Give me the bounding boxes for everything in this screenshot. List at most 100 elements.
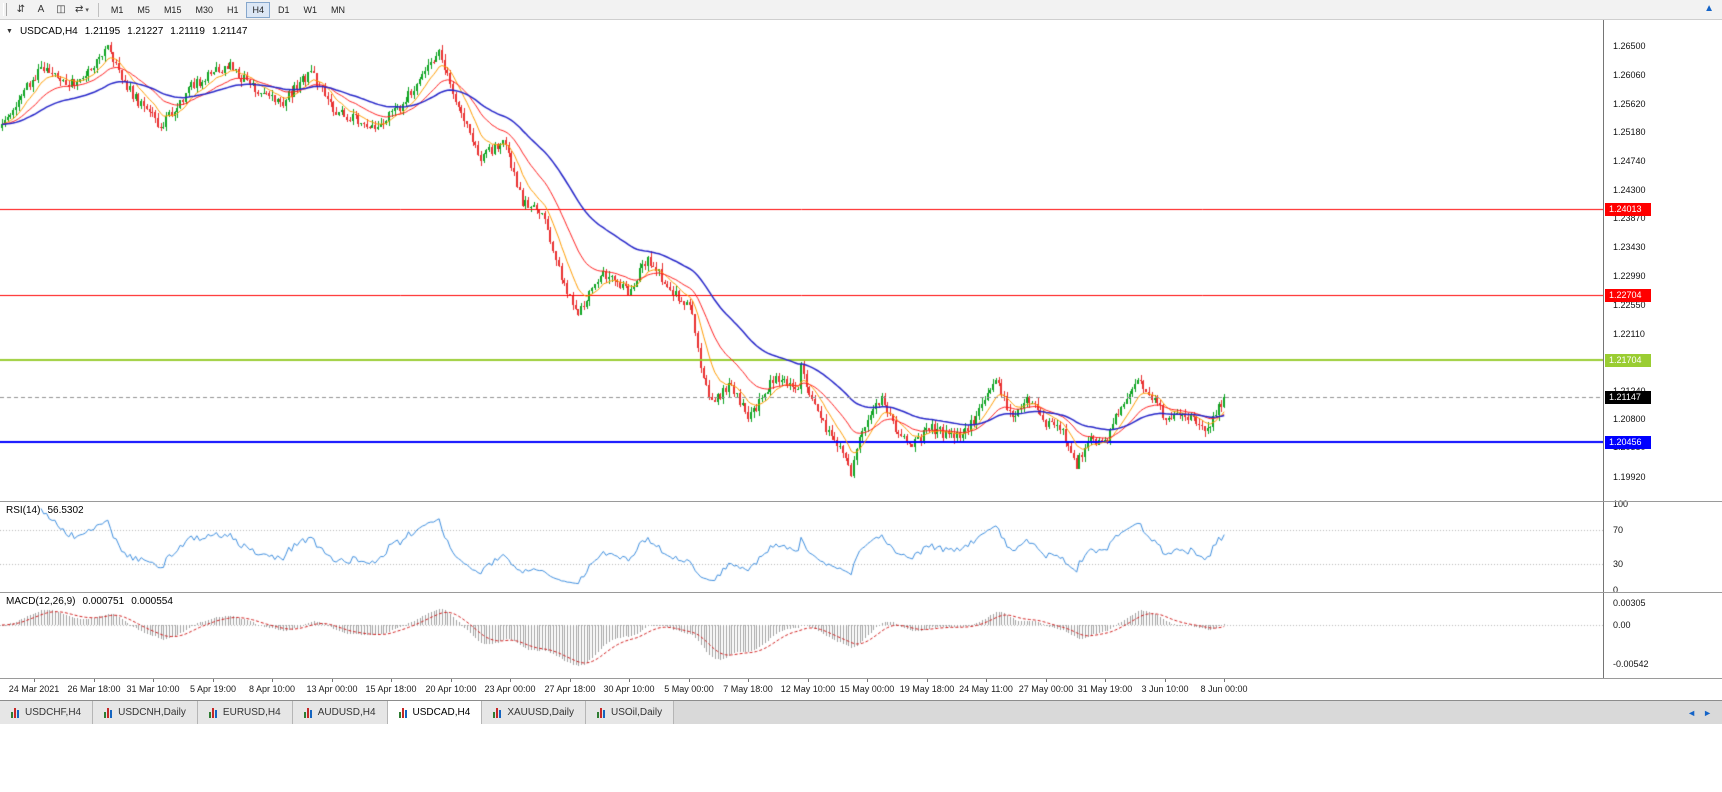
time-tick <box>927 679 928 682</box>
ohlc-high: 1.21227 <box>127 26 164 37</box>
rsi-axis-label: 100 <box>1613 499 1629 509</box>
tab-label: XAUUSD,Daily <box>507 707 574 718</box>
tab-scroll-left-icon[interactable]: ◄ <box>1687 707 1697 718</box>
time-axis-separator <box>0 678 1722 679</box>
price-axis-label: 1.24740 <box>1613 156 1646 167</box>
symbol-tab-usdchf[interactable]: USDCHF,H4 <box>0 701 94 724</box>
time-axis-label: 31 Mar 10:00 <box>126 684 180 694</box>
time-tick <box>1105 679 1106 682</box>
symbol-dropdown-icon[interactable]: ▼ <box>6 28 13 35</box>
price-axis-label: 1.26500 <box>1613 41 1646 51</box>
time-tick <box>570 679 571 682</box>
price-axis-label: 1.26060 <box>1613 69 1646 80</box>
macd-axis-label: 0.00 <box>1613 620 1631 630</box>
symbol-tab-usdcnh[interactable]: USDCNH,Daily <box>93 701 198 724</box>
tab-scroll-right-icon[interactable]: ► <box>1703 707 1712 718</box>
price-line-tag: 1.22704 <box>1605 288 1651 302</box>
timeframe-button-m30[interactable]: M30 <box>195 4 213 15</box>
chart-icon <box>493 707 502 718</box>
price-axis-label: 1.20800 <box>1613 414 1646 425</box>
chart-icon <box>208 707 218 718</box>
symbol-tab-xauusd[interactable]: XAUUSD,Daily <box>482 701 586 724</box>
time-tick <box>272 679 273 682</box>
symbol-tab-usoil[interactable]: USOil,Daily <box>586 701 675 724</box>
time-axis-label: 31 May 19:00 <box>1077 684 1133 694</box>
time-tick <box>867 679 868 682</box>
time-axis-label: 8 Apr 10:00 <box>248 684 296 694</box>
macd-axis-label: 0.00305 <box>1613 598 1646 609</box>
toolbar-icons: ⇵ A ◫ ⇄ ▾ <box>11 1 93 18</box>
time-tick <box>1046 679 1047 682</box>
tab-scroll-controls: ◄ ► <box>1677 701 1722 724</box>
text-annotation-icon[interactable]: A <box>37 4 45 15</box>
chart-icon-bar <box>17 709 19 718</box>
time-tick <box>629 679 630 682</box>
time-tick <box>391 679 392 682</box>
rsi-name: RSI(14) <box>6 505 41 516</box>
price-axis-label: 1.23870 <box>1613 213 1646 224</box>
main-rsi-separator[interactable] <box>0 501 1722 502</box>
symbol-switch-icon[interactable]: ⇄ ▾ <box>75 4 89 15</box>
price-axis-label: 1.23430 <box>1613 242 1646 253</box>
time-axis-label: 19 May 18:00 <box>899 684 955 694</box>
timeframe-button-m5[interactable]: M5 <box>137 4 150 15</box>
toolbar-grip[interactable] <box>3 3 7 16</box>
rsi-axis-label: 0 <box>1613 585 1619 595</box>
chart-icon <box>303 707 313 718</box>
time-axis-label: 24 Mar 2021 <box>8 684 60 694</box>
symbol-tab-eurusd[interactable]: EURUSD,H4 <box>197 701 293 724</box>
dropdown-caret-icon: ▾ <box>85 6 89 14</box>
price-line-tag: 1.20456 <box>1605 435 1651 449</box>
chart-icon <box>104 707 113 718</box>
time-axis-label: 13 Apr 00:00 <box>306 684 358 694</box>
price-axis-label: 1.21240 <box>1613 386 1646 397</box>
tab-label: USOil,Daily <box>611 707 663 718</box>
price-chart-canvas[interactable] <box>0 20 1722 679</box>
ohlc-low: 1.21119 <box>170 26 205 37</box>
chart-shift-icon[interactable]: ▲ <box>1704 3 1714 14</box>
tab-label: EURUSD,H4 <box>222 707 281 718</box>
timeframe-button-w1[interactable]: W1 <box>303 4 318 15</box>
template-icon[interactable]: ◫ <box>56 4 66 15</box>
rsi-value: 56.5302 <box>47 505 84 516</box>
time-axis-label: 23 Apr 00:00 <box>484 684 536 694</box>
symbol-tabs: USDCHF,H4 USDCNH,Daily EURUSD,H4 AUDUSD,H4 U… <box>0 701 675 724</box>
symbol-tab-audusd[interactable]: AUDUSD,H4 <box>292 701 388 724</box>
chart-icon-bar <box>499 709 502 718</box>
cursor-mode-icon[interactable]: ⇵ <box>16 4 26 15</box>
price-axis-label: 1.22110 <box>1613 328 1645 339</box>
time-axis-label: 7 May 18:00 <box>723 684 773 694</box>
price-axis-label: 1.19920 <box>1613 472 1646 482</box>
chart-region: 1.26500 1.26060 1.25620 1.25180 1.24740 1.243… <box>0 20 1722 700</box>
ohlc-close: 1.21147 <box>211 26 248 37</box>
toolbar-divider <box>97 2 99 17</box>
symbol-tab-bar: USDCHF,H4 USDCNH,Daily EURUSD,H4 AUDUSD,H4 U… <box>0 700 1722 724</box>
price-axis-label: 1.25620 <box>1613 98 1646 109</box>
timeframe-button-mn[interactable]: MN <box>331 4 346 15</box>
macd-name: MACD(12,26,9) <box>6 596 76 607</box>
time-axis-label: 8 Jun 00:00 <box>1200 684 1248 694</box>
time-axis[interactable]: 24 Mar 2021 26 Mar 18:00 31 Mar 10:00 5 Apr… <box>0 679 1722 700</box>
timeframe-button-m1[interactable]: M1 <box>110 4 124 15</box>
rsi-axis-label: 30 <box>1613 559 1624 570</box>
macd-main-value: 0.000751 <box>82 596 125 607</box>
timeframe-button-d1[interactable]: D1 <box>278 4 290 15</box>
time-axis-label: 30 Apr 10:00 <box>603 684 655 694</box>
timeframe-button-m15[interactable]: M15 <box>163 4 182 15</box>
time-axis-label: 26 Mar 18:00 <box>67 684 121 694</box>
price-axis-label: 1.22990 <box>1613 270 1646 281</box>
time-tick <box>332 679 333 682</box>
time-tick <box>1224 679 1225 682</box>
time-axis-label: 20 Apr 10:00 <box>425 684 477 694</box>
tab-label: USDCNH,Daily <box>118 707 186 718</box>
timeframe-button-h1[interactable]: H1 <box>226 4 239 15</box>
price-axis[interactable]: 1.26500 1.26060 1.25620 1.25180 1.24740 1.243… <box>1603 20 1722 679</box>
timeframe-button-h4[interactable]: H4 <box>246 1 270 18</box>
time-axis-label: 5 Apr 19:00 <box>189 684 237 694</box>
symbol-tab-usdcad[interactable]: USDCAD,H4 <box>387 701 483 724</box>
rsi-macd-separator[interactable] <box>0 592 1722 593</box>
price-line-tag: 1.21704 <box>1605 354 1651 368</box>
macd-label: MACD(12,26,9) 0.000751 0.000554 <box>6 596 173 607</box>
tab-label: USDCHF,H4 <box>25 707 82 718</box>
time-tick <box>510 679 511 682</box>
